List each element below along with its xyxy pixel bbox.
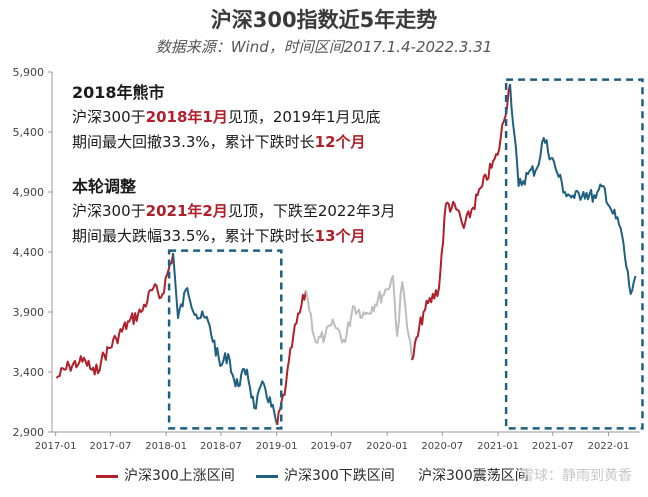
x-tick-label: 2017-01 [35,441,77,452]
y-tick-label: 3,900 [13,306,45,319]
x-tick-label: 2019-07 [311,441,353,452]
legend-flat: 沪深300震荡区间 [418,468,529,484]
annotation-2021-heading: 本轮调整 [72,177,137,196]
highlight-box-1 [167,249,283,430]
legend-down-swatch [256,474,278,478]
y-tick-label: 5,900 [13,66,45,79]
series-line-down [509,83,637,295]
series-line-up [55,253,175,379]
y-tick-label: 4,400 [13,246,45,259]
y-tick-label: 3,400 [13,366,45,379]
x-tick-label: 2021-01 [477,441,519,452]
annotation-2018-bear: 2018年熊市 沪深300于2018年1月见顶，2019年1月见底 期间最大回撤… [72,80,381,155]
annotation-2021-line2: 期间最大跌幅33.5%，累计下跌时长13个月 [72,227,366,245]
x-tick-label: 2021-07 [532,441,574,452]
series-line-up [411,83,512,361]
series-line-down [172,253,279,426]
annotation-2021-adjustment: 本轮调整 沪深300于2021年2月见顶，下跌至2022年3月 期间最大跌幅33… [72,174,396,249]
y-tick-label: 2,900 [13,426,45,439]
x-tick-label: 2018-01 [145,441,187,452]
legend-down: 沪深300下跌区间 [256,465,395,485]
x-tick-label: 2018-07 [200,441,242,452]
highlight-box-2 [504,78,644,430]
y-tick-label: 5,400 [13,126,45,139]
annotation-2018-line1: 沪深300于2018年1月见顶，2019年1月见底 [72,108,381,126]
series-line-up [276,290,307,425]
annotation-2021-line1: 沪深300于2021年2月见顶，下跌至2022年3月 [72,202,396,220]
x-tick-label: 2022-01 [588,441,630,452]
annotation-2018-heading: 2018年熊市 [72,83,165,102]
series-line-flat [305,275,413,361]
x-tick-label: 2020-07 [421,441,463,452]
legend-up-swatch [96,474,118,478]
annotation-2018-line2: 期间最大回撤33.3%，累计下跌时长12个月 [72,133,366,151]
x-tick-label: 2020-01 [366,441,408,452]
x-tick-label: 2019-01 [256,441,298,452]
chart-title: 沪深300指数近5年走势 [210,8,438,32]
watermark: 雪球：静雨到黄香 [520,468,632,484]
legend-up: 沪深300上涨区间 [96,465,235,485]
x-tick-label: 2017-07 [90,441,132,452]
y-tick-label: 4,900 [13,186,45,199]
chart-subtitle: 数据来源：Wind，时间区间2017.1.4-2022.3.31 [155,38,493,56]
